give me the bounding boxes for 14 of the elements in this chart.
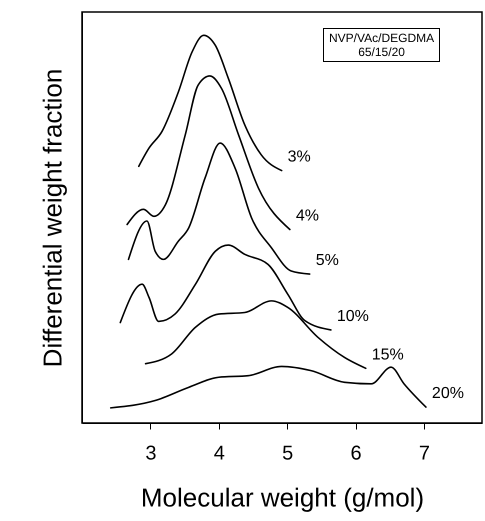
x-axis-title: Molecular weight (g/mol) — [140, 482, 424, 512]
series-label: 10% — [336, 308, 369, 325]
series-label: 5% — [316, 252, 339, 270]
series-label: 4% — [296, 208, 319, 225]
y-axis-title: Differential weight fraction — [38, 68, 68, 368]
x-tick-label: 4 — [214, 442, 225, 464]
x-tick-label: 7 — [418, 442, 430, 464]
x-tick-label: 5 — [282, 442, 294, 464]
x-tick-label: 6 — [350, 442, 362, 464]
annotation: NVP/VAc/DEGDMA 65/15/20 — [323, 28, 440, 62]
x-tick-label: 3 — [145, 442, 156, 464]
series-label: 3% — [288, 148, 311, 166]
series-label: 15% — [372, 346, 404, 364]
series-label: 20% — [432, 385, 464, 402]
